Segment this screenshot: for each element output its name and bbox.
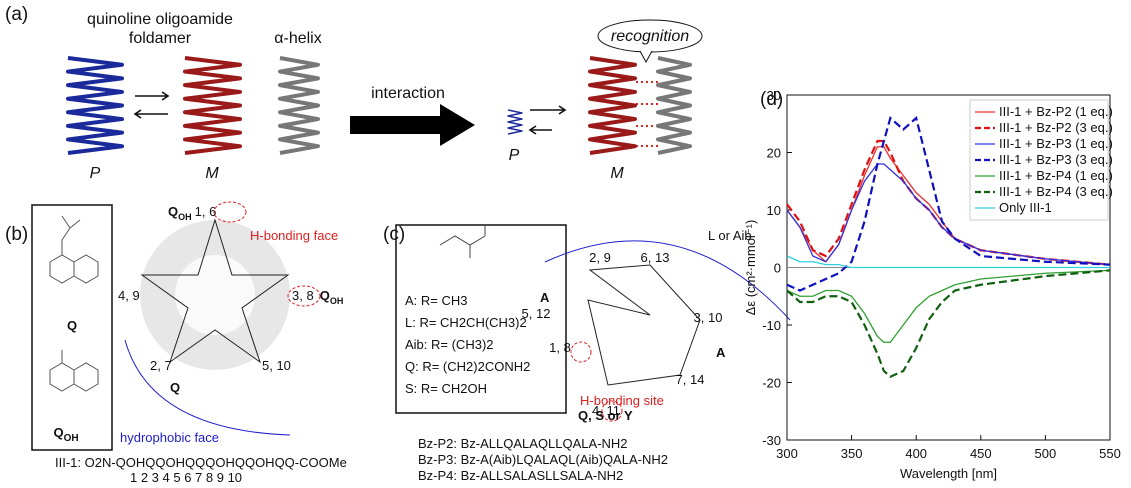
- position-label: 5, 10: [262, 358, 291, 373]
- m-label: M: [205, 165, 219, 182]
- recognition-label: recognition: [611, 28, 689, 45]
- foldamer-label: quinoline oligoamide: [87, 11, 233, 28]
- sub: OH: [64, 433, 79, 444]
- y-tick-label: 0: [774, 261, 781, 276]
- sub: OH: [178, 212, 192, 222]
- x-tick-label: 500: [1035, 446, 1057, 461]
- num: 3, 8: [292, 288, 314, 303]
- residue-label: A: [540, 290, 550, 305]
- series-line: [787, 270, 1110, 342]
- y-tick-label: -10: [762, 318, 781, 333]
- residue-def: Aib: R= (CH3)2: [405, 337, 494, 352]
- main: Q: [53, 425, 63, 440]
- position-label: Q: [170, 380, 180, 395]
- residue-list: A: R= CH3 L: R= CH2CH(CH3)2 Aib: R= (CH3)2…: [405, 293, 530, 396]
- wheel-position: 7, 14: [676, 372, 705, 387]
- panel-label: (a): [5, 4, 28, 25]
- wheel-position: 3, 10: [694, 310, 723, 325]
- m-label: M: [610, 165, 624, 182]
- legend-entry: III-1 + Bz-P3 (1 eq.): [999, 136, 1113, 151]
- residue-def: S: R= CH2OH: [405, 381, 487, 396]
- x-tick-label: 350: [841, 446, 863, 461]
- y-tick-label: 10: [767, 203, 781, 218]
- hbond-circle: [214, 202, 246, 222]
- legend-entry: III-1 + Bz-P2 (1 eq.): [999, 104, 1113, 119]
- sub: OH: [330, 296, 344, 306]
- residue-label: Q, S or Y: [578, 408, 633, 423]
- wheel-position: 5, 12: [522, 306, 551, 321]
- position-label: 2, 7: [150, 358, 172, 373]
- sequence: III-1: O2N-QOHQQOHQQQOHQQOHQQ-COOMe: [55, 455, 347, 470]
- structure: [50, 216, 98, 391]
- legend-entry: III-1 + Bz-P4 (3 eq.): [999, 184, 1113, 199]
- x-tick-label: 550: [1099, 446, 1121, 461]
- main: Q: [320, 288, 330, 303]
- wheel-position: 6, 13: [641, 250, 670, 265]
- legend-entry: III-1 + Bz-P4 (1 eq.): [999, 168, 1113, 183]
- x-tick-label: 300: [776, 446, 798, 461]
- hydrophobic-face-label: hydrophobic face: [120, 430, 219, 445]
- sequence-numbering: 1 2 3 4 5 6 7 8 9 10: [130, 470, 242, 485]
- num: 1, 6: [195, 204, 217, 219]
- residue-def: L: R= CH2CH(CH3)2: [405, 315, 527, 330]
- y-tick-label: 30: [767, 88, 781, 103]
- residue-label: A: [716, 345, 726, 360]
- series-line: [787, 270, 1110, 376]
- helix-label: α-helix: [274, 30, 321, 47]
- legend-entry: III-1 + Bz-P3 (3 eq.): [999, 152, 1113, 167]
- p-label: P: [90, 165, 101, 182]
- wheel-position: 2, 9: [589, 250, 611, 265]
- peptide: Bz-P4: Bz-ALLSALASLLSALA-NH2: [418, 468, 623, 483]
- y-tick-label: 20: [767, 146, 781, 161]
- helix: [508, 110, 522, 134]
- helical-wheel: [588, 265, 700, 385]
- peptide: Bz-P2: Bz-ALLQALAQLLQALA-NH2: [418, 436, 628, 451]
- figure: (a) quinoline oligoamide foldamer α-heli…: [0, 0, 1131, 488]
- qoh-name: QOH: [53, 425, 78, 444]
- residue-def: Q: R= (CH2)2CONH2: [405, 359, 530, 374]
- panel-label: (c): [383, 224, 405, 245]
- helix: [68, 58, 122, 153]
- wheel-position: 1, 8: [549, 340, 571, 355]
- y-axis-label: Δε (cm²·mmol⁻¹): [743, 220, 758, 316]
- x-axis-label: Wavelength [nm]: [900, 466, 997, 481]
- hbond-circle: [571, 342, 591, 362]
- x-tick-label: 450: [970, 446, 992, 461]
- p-label: P: [509, 147, 520, 164]
- legend-entry: Only III-1: [999, 200, 1052, 215]
- helix: [185, 58, 240, 153]
- interaction-label: interaction: [371, 85, 445, 102]
- peptide: Bz-P3: Bz-A(Aib)LQALAQL(Aib)QALA-NH2: [418, 452, 668, 467]
- residue-structure: [440, 226, 485, 258]
- legend-entry: III-1 + Bz-P2 (3 eq.): [999, 120, 1113, 135]
- helix: [590, 58, 635, 153]
- interaction-arrow: [350, 104, 475, 146]
- hbond-site-label: H-bonding site: [580, 393, 664, 408]
- x-tick-label: 400: [905, 446, 927, 461]
- bubble-tail: [640, 51, 652, 62]
- hbond-face-label: H-bonding face: [250, 228, 338, 243]
- helix: [658, 58, 690, 153]
- panel-label: (b): [5, 224, 28, 245]
- helix: [280, 58, 318, 153]
- foldamer-label: foldamer: [129, 30, 192, 47]
- y-tick-label: -20: [762, 376, 781, 391]
- main: Q: [168, 204, 178, 219]
- position-label: 4, 9: [118, 288, 140, 303]
- residue-def: A: R= CH3: [405, 293, 468, 308]
- hbond-dots: [636, 82, 658, 146]
- q-name: Q: [67, 318, 77, 333]
